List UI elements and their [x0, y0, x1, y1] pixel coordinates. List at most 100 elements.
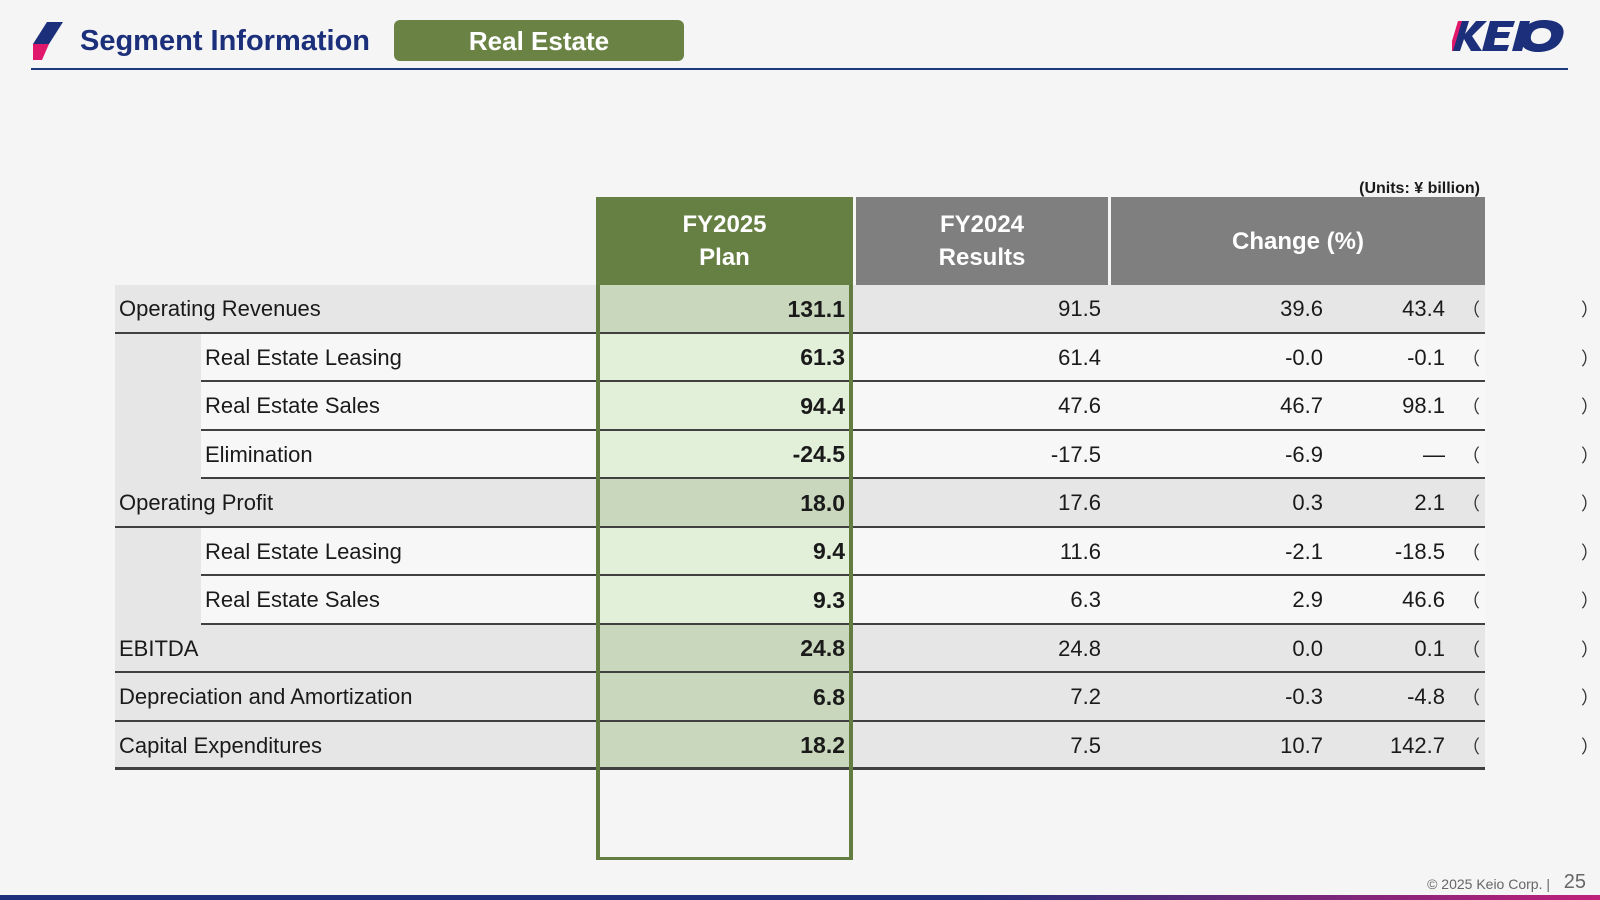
copyright: © 2025 Keio Corp. |	[1427, 876, 1550, 892]
change-value: 10.7	[1280, 732, 1323, 758]
row-rule	[115, 767, 1485, 770]
change-cell: 0.0 （ 0.1 ）	[1111, 624, 1599, 673]
indent-spacer	[115, 333, 201, 382]
table-row: Real Estate Sales 9.3 6.3 2.9 （ 46.6 ）	[115, 576, 1599, 625]
table-row: Elimination -24.5 -17.5 -6.9 （ — ）	[115, 430, 1599, 479]
table-row: Operating Revenues 131.1 91.5 39.6 （ 43.4 ）	[115, 285, 1599, 334]
col-header-plan: FY2025 Plan	[596, 197, 853, 285]
paren-open: （	[1462, 348, 1480, 369]
paren-open: （	[1462, 445, 1480, 466]
paren-close: ）	[1581, 591, 1599, 612]
paren-open: （	[1462, 397, 1480, 418]
table-row: Real Estate Sales 94.4 47.6 46.7 （ 98.1 ）	[115, 382, 1599, 431]
plan-column-outline-bottom	[596, 857, 853, 860]
change-value: 2.9	[1292, 587, 1323, 613]
table-row: Real Estate Leasing 9.4 11.6 -2.1 （ -18.5 ）	[115, 527, 1599, 576]
indent-spacer	[115, 382, 201, 431]
results-value: 7.2	[853, 673, 1111, 722]
plan-value: 18.0	[596, 479, 853, 528]
change-percent: 142.7	[1389, 732, 1445, 758]
plan-value: 9.3	[596, 576, 853, 625]
change-percent: 43.4	[1402, 296, 1445, 322]
col-header-results-line2: Results	[938, 244, 1026, 271]
paren-close: ）	[1581, 542, 1599, 563]
row-rule	[201, 622, 1485, 625]
row-rule	[115, 525, 1485, 528]
results-value: 17.6	[853, 479, 1111, 528]
segment-badge: Real Estate	[394, 20, 684, 61]
change-cell: 2.9 （ 46.6 ）	[1111, 576, 1599, 625]
change-cell: -6.9 （ — ）	[1111, 430, 1599, 479]
change-percent: 2.1	[1414, 490, 1445, 516]
plan-value: 24.8	[596, 624, 853, 673]
table-body: Operating Revenues 131.1 91.5 39.6 （43.4） Rea…	[115, 285, 1599, 860]
paren-open: （	[1462, 300, 1480, 321]
row-rule	[115, 671, 1485, 673]
results-value: 91.5	[853, 285, 1111, 334]
col-header-change: Change (%)	[1111, 197, 1485, 285]
row-label: Real Estate Leasing	[201, 333, 596, 382]
table-row: Depreciation and Amortization 6.8 7.2 -0.3 （…	[115, 673, 1599, 722]
col-header-plan-line2: Plan	[699, 244, 750, 271]
change-cell: -2.1 （ -18.5 ）	[1111, 527, 1599, 576]
paren-close: ）	[1581, 736, 1599, 757]
results-value: -17.5	[853, 430, 1111, 479]
paren-close: ）	[1581, 639, 1599, 660]
header-divider	[31, 68, 1568, 70]
change-cell: -0.0 （ -0.1 ）	[1111, 333, 1599, 382]
plan-value: 6.8	[596, 673, 853, 722]
plan-value: 9.4	[596, 527, 853, 576]
plan-value: 94.4	[596, 382, 853, 431]
row-label: Real Estate Sales	[201, 576, 596, 625]
units-note: (Units: ¥ billion)	[1359, 180, 1480, 197]
paren-close: ）	[1581, 445, 1599, 466]
paren-close: ）	[1581, 300, 1599, 321]
col-header-plan-line1: FY2025	[682, 211, 767, 238]
row-rule	[115, 331, 1485, 334]
footer-bar	[0, 895, 1600, 900]
change-value: -6.9	[1285, 441, 1323, 467]
change-percent: 46.6	[1402, 587, 1445, 613]
row-rule	[115, 719, 1485, 722]
paren-open: （	[1462, 736, 1480, 757]
change-cell: 39.6 （ 43.4 ）	[1111, 285, 1599, 334]
row-label: Operating Revenues	[115, 285, 596, 334]
segment-table: FY2025 Plan FY2024 Results Change (%) Oper…	[115, 197, 1599, 860]
row-label: Elimination	[201, 430, 596, 479]
change-percent: 0.1	[1414, 635, 1445, 661]
paren-close: ）	[1581, 348, 1599, 369]
change-value: -0.0	[1285, 344, 1323, 370]
col-header-results: FY2024 Results	[856, 197, 1108, 285]
results-value: 7.5	[853, 721, 1111, 770]
paren-open: （	[1462, 542, 1480, 563]
plan-value: 18.2	[596, 721, 853, 770]
table-row: Real Estate Leasing 61.3 61.4 -0.0 （ -0.1 ）	[115, 333, 1599, 382]
row-label: Depreciation and Amortization	[115, 673, 596, 722]
change-value: -2.1	[1285, 538, 1323, 564]
paren-open: （	[1462, 688, 1480, 709]
row-rule	[201, 380, 1485, 382]
indent-spacer	[115, 527, 201, 576]
change-value: -0.3	[1285, 684, 1323, 710]
change-cell: 10.7 （ 142.7 ）	[1111, 721, 1599, 770]
change-value: 39.6	[1280, 296, 1323, 322]
table-header: FY2025 Plan FY2024 Results Change (%)	[115, 197, 1485, 288]
paren-open: （	[1462, 639, 1480, 660]
page-title: Segment Information	[80, 25, 371, 57]
table-row: EBITDA 24.8 24.8 0.0 （0.1）	[115, 624, 1599, 673]
results-value: 61.4	[853, 333, 1111, 382]
paren-open: （	[1462, 494, 1480, 515]
col-header-results-line1: FY2024	[939, 211, 1025, 238]
brand-slash-icon	[33, 22, 63, 60]
indent-spacer	[115, 576, 201, 625]
plan-value: -24.5	[596, 430, 853, 479]
row-rule	[201, 574, 1485, 576]
results-value: 11.6	[853, 527, 1111, 576]
change-cell: -0.3 （ -4.8 ）	[1111, 673, 1599, 722]
row-label: Real Estate Leasing	[201, 527, 596, 576]
paren-close: ）	[1581, 688, 1599, 709]
change-percent: 98.1	[1402, 393, 1445, 419]
keio-logo	[1452, 20, 1564, 52]
change-percent: -4.8	[1407, 684, 1445, 710]
page-number: 25	[1563, 871, 1586, 893]
